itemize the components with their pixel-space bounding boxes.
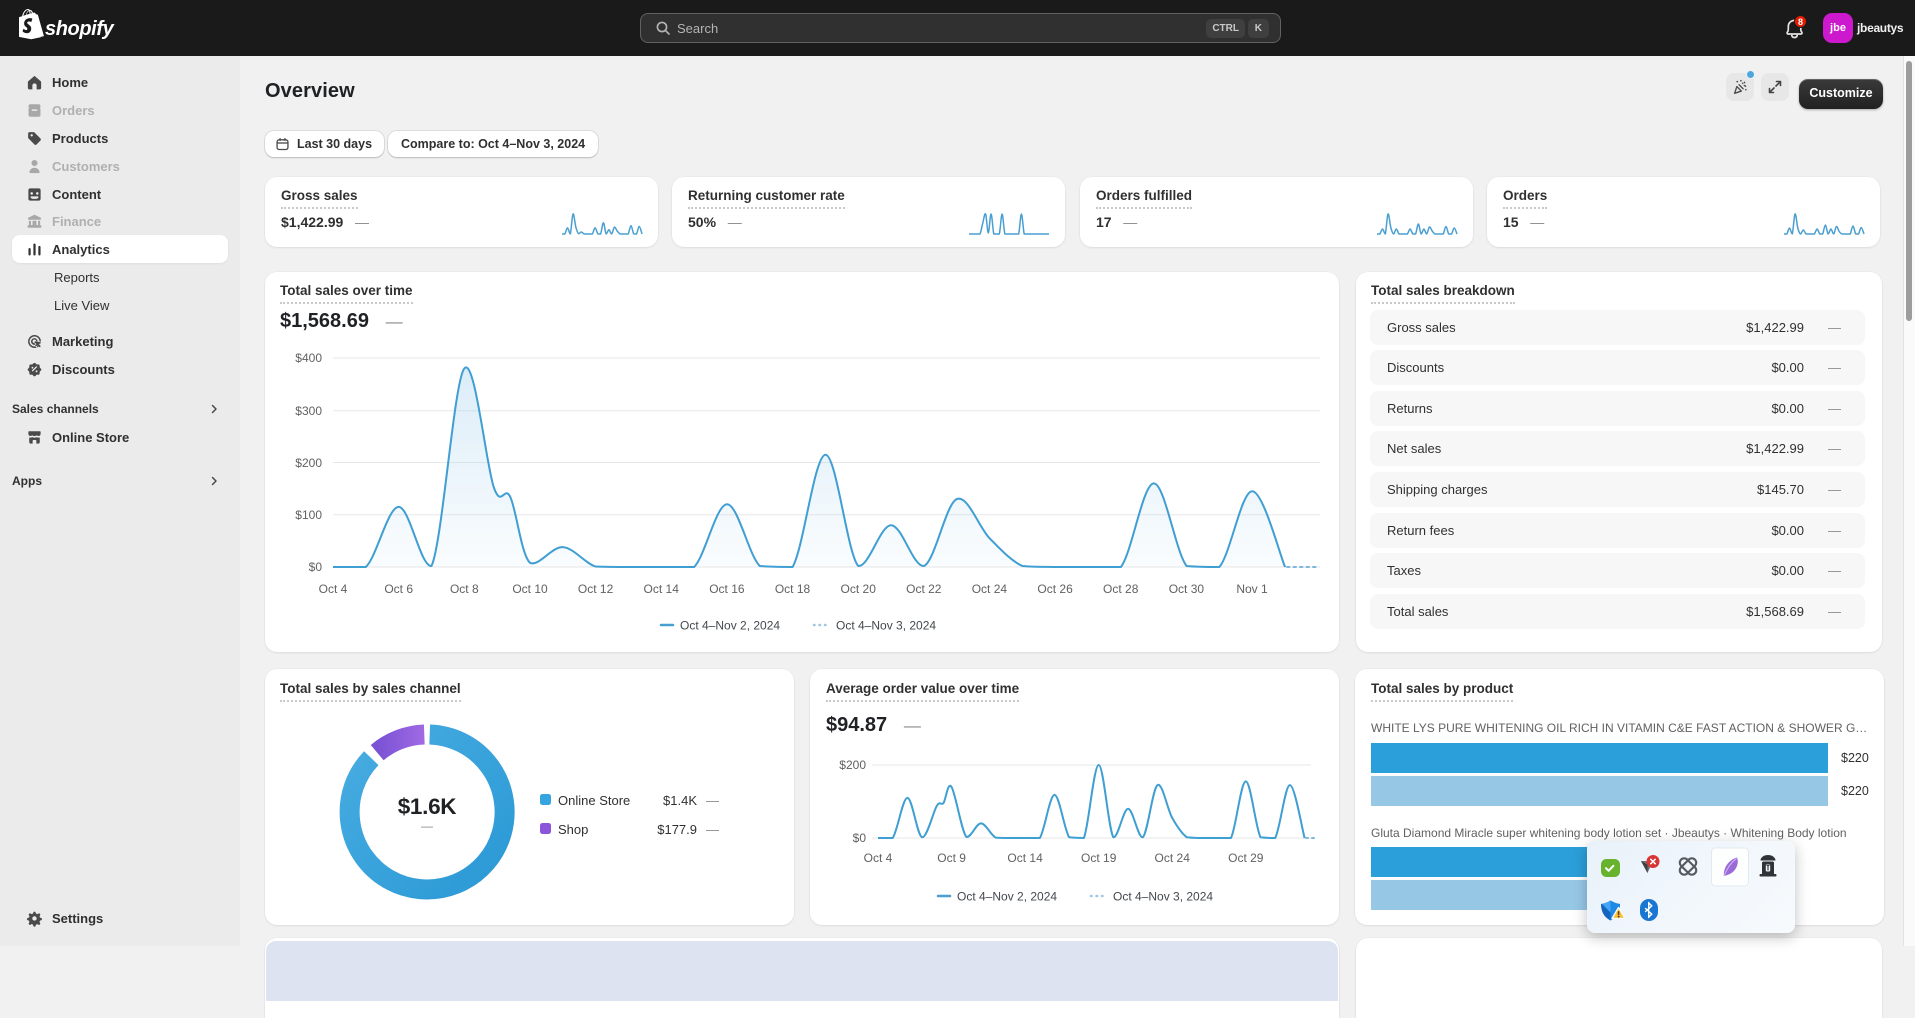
svg-text:Oct 24: Oct 24 xyxy=(1155,851,1191,865)
svg-text:Oct 19: Oct 19 xyxy=(1081,851,1117,865)
svg-text:$177.9: $177.9 xyxy=(657,822,697,837)
svg-text:Oct 4–Nov 2, 2024: Oct 4–Nov 2, 2024 xyxy=(680,619,780,633)
svg-text:Oct 28: Oct 28 xyxy=(1103,582,1139,596)
svg-text:$300: $300 xyxy=(295,404,322,418)
svg-text:Nov 1: Nov 1 xyxy=(1236,582,1268,596)
svg-text:Oct 10: Oct 10 xyxy=(512,582,548,596)
svg-text:$0: $0 xyxy=(309,560,323,574)
svg-text:Oct 9: Oct 9 xyxy=(937,851,966,865)
svg-text:Oct 24: Oct 24 xyxy=(972,582,1008,596)
svg-text:Oct 12: Oct 12 xyxy=(578,582,614,596)
svg-text:$1.4K: $1.4K xyxy=(663,793,697,808)
svg-text:—: — xyxy=(421,819,433,833)
svg-text:$100: $100 xyxy=(295,508,322,522)
svg-text:—: — xyxy=(706,793,719,808)
svg-text:8: 8 xyxy=(1798,17,1803,27)
svg-text:Oct 4: Oct 4 xyxy=(864,851,893,865)
svg-text:Oct 16: Oct 16 xyxy=(709,582,745,596)
svg-text:Oct 14: Oct 14 xyxy=(644,582,680,596)
svg-text:Oct 4–Nov 2, 2024: Oct 4–Nov 2, 2024 xyxy=(957,890,1057,904)
svg-text:Oct 22: Oct 22 xyxy=(906,582,942,596)
svg-text:—: — xyxy=(706,822,719,837)
svg-text:Oct 20: Oct 20 xyxy=(841,582,877,596)
svg-text:$1.6K: $1.6K xyxy=(398,794,458,819)
svg-text:Oct 29: Oct 29 xyxy=(1228,851,1264,865)
svg-text:$400: $400 xyxy=(295,351,322,365)
svg-text:Online Store: Online Store xyxy=(558,793,630,808)
svg-text:Oct 4–Nov 3, 2024: Oct 4–Nov 3, 2024 xyxy=(836,619,936,633)
svg-text:$200: $200 xyxy=(839,758,866,772)
svg-text:$0: $0 xyxy=(853,831,867,845)
svg-text:Oct 8: Oct 8 xyxy=(450,582,479,596)
svg-text:$200: $200 xyxy=(295,456,322,470)
svg-text:Oct 18: Oct 18 xyxy=(775,582,811,596)
svg-text:Oct 4–Nov 3, 2024: Oct 4–Nov 3, 2024 xyxy=(1113,890,1213,904)
svg-text:Oct 30: Oct 30 xyxy=(1169,582,1205,596)
svg-text:shopify: shopify xyxy=(45,18,115,40)
svg-text:Oct 6: Oct 6 xyxy=(384,582,413,596)
svg-text:Oct 26: Oct 26 xyxy=(1037,582,1073,596)
svg-text:Shop: Shop xyxy=(558,822,588,837)
svg-text:Oct 14: Oct 14 xyxy=(1007,851,1043,865)
svg-text:Oct 4: Oct 4 xyxy=(319,582,348,596)
